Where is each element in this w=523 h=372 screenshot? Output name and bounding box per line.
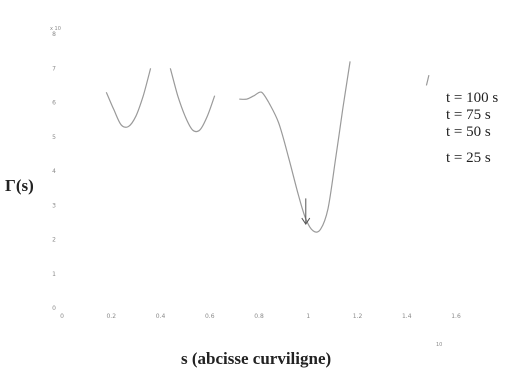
x-tick-label: 1.6 — [451, 313, 461, 320]
y-axis-label: Γ(s) — [5, 176, 34, 195]
annotation-layer — [301, 198, 311, 225]
x-tick-label: 0 — [60, 313, 64, 320]
y-tick-label: 4 — [52, 168, 56, 175]
series-line — [169, 68, 216, 133]
series-line — [425, 74, 430, 86]
y-exponent-label: x 10 — [50, 26, 61, 32]
y-tick-label: 6 — [52, 100, 56, 107]
legend: t = 100 st = 75 st = 50 s t = 25 s — [446, 90, 498, 166]
x-tick-label: 0.2 — [106, 313, 116, 320]
legend-entry: t = 100 s — [446, 90, 498, 106]
x-exponent-label: 10 — [436, 342, 442, 348]
series-line — [105, 68, 152, 128]
y-tick-labels: 0 1 2 3 4 5 6 7 8 — [52, 31, 56, 312]
x-tick-label: 0.8 — [254, 313, 264, 320]
y-tick-label: 0 — [52, 305, 56, 312]
y-tick-label: 8 — [52, 31, 56, 38]
y-tick-label: 2 — [52, 237, 56, 244]
x-axis-label: s (abcisse curviligne) — [181, 349, 331, 368]
x-tick-labels: 0 0.2 0.4 0.6 0.8 1 1.2 1.4 1.6 — [60, 313, 461, 320]
series-line — [268, 61, 351, 233]
y-tick-label: 3 — [52, 202, 56, 209]
x-tick-label: 0.6 — [205, 313, 215, 320]
legend-entry: t = 50 s — [446, 124, 491, 140]
y-tick-label: 1 — [52, 271, 56, 278]
y-tick-label: 5 — [52, 134, 56, 141]
x-tick-label: 1.2 — [353, 313, 363, 320]
x-tick-label: 0.4 — [156, 313, 166, 320]
plot-curves — [105, 61, 430, 233]
y-tick-label: 7 — [52, 65, 56, 72]
series-line — [239, 91, 270, 103]
x-tick-label: 1.4 — [402, 313, 412, 320]
x-tick-label: 1 — [306, 313, 310, 320]
legend-entry: t = 25 s — [446, 150, 491, 166]
annotation-arrow-head — [301, 217, 311, 225]
legend-entry: t = 75 s — [446, 107, 491, 123]
